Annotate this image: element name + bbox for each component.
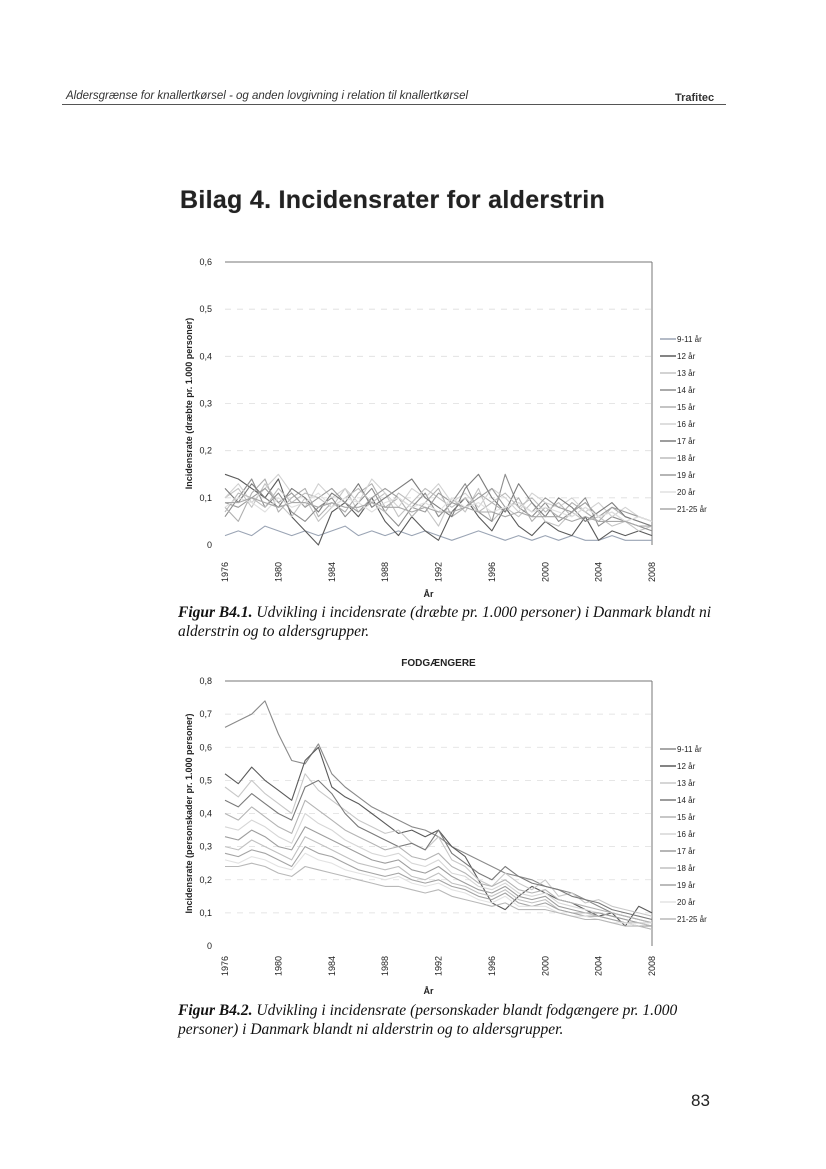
legend-entry: 21-25 år [677, 505, 707, 514]
figure-caption-b4-2: Figur B4.2. Udvikling i incidensrate (pe… [178, 1001, 738, 1039]
y-tick-label: 0,4 [199, 351, 212, 361]
series-line [224, 836, 653, 927]
legend-entry: 18 år [677, 454, 696, 463]
x-tick-label: 1988 [380, 562, 390, 582]
x-tick-label: 1992 [434, 956, 444, 976]
legend-entry: 16 år [677, 420, 696, 429]
y-axis-label: Incidensrate (personskader pr. 1.000 per… [184, 713, 194, 913]
caption-text: Udvikling i incidensrate (personskader b… [178, 1002, 678, 1038]
y-tick-label: 0,5 [199, 775, 212, 785]
x-tick-label: 1988 [380, 956, 390, 976]
series-line [224, 812, 652, 924]
legend-entry: 13 år [677, 779, 696, 788]
caption-label: Figur B4.2. [178, 1002, 253, 1019]
series-line [224, 773, 653, 917]
y-tick-label: 0,1 [199, 908, 212, 918]
series-line [224, 525, 652, 541]
x-tick-label: 2000 [540, 956, 550, 976]
page-number: 83 [691, 1091, 710, 1110]
caption-label: Figur B4.1. [178, 604, 253, 621]
y-tick-label: 0,6 [199, 742, 212, 752]
legend-entry: 12 år [677, 762, 696, 771]
series-line [224, 779, 653, 921]
y-tick-label: 0,6 [199, 257, 212, 267]
series-line [224, 846, 652, 927]
legend-entry: 15 år [677, 813, 696, 822]
x-axis-label: År [423, 589, 433, 599]
legend-entry: 19 år [677, 471, 696, 480]
y-tick-label: 0 [207, 540, 212, 550]
x-tick-label: 2008 [647, 956, 657, 976]
legend-entry: 15 år [677, 403, 696, 412]
x-tick-label: 1976 [220, 956, 230, 976]
running-header-org: Trafitec [675, 92, 715, 104]
y-axis-label: Incidensrate (dræbte pr. 1.000 personer) [184, 318, 194, 490]
y-tick-label: 0,5 [199, 304, 212, 314]
legend-entry: 16 år [677, 830, 696, 839]
y-tick-label: 0,7 [199, 709, 212, 719]
chart-title: FODGÆNGERE [401, 658, 476, 669]
legend-entry: 20 år [677, 898, 696, 907]
y-tick-label: 0,2 [199, 446, 212, 456]
legend-entry: 17 år [677, 847, 696, 856]
x-tick-label: 1984 [327, 562, 337, 582]
series-line [224, 852, 653, 930]
series-line [224, 478, 653, 527]
series-line [224, 487, 653, 522]
y-tick-label: 0,4 [199, 809, 212, 819]
series-line [225, 862, 653, 930]
legend-entry: 18 år [677, 864, 696, 873]
series-line [224, 473, 653, 527]
series-line [224, 473, 653, 546]
y-tick-label: 0,3 [199, 399, 212, 409]
series-line [225, 497, 652, 527]
x-tick-label: 2008 [647, 562, 657, 582]
x-axis-label: År [423, 986, 433, 996]
x-tick-label: 2004 [594, 562, 604, 582]
legend-entry: 14 år [677, 796, 696, 805]
y-tick-label: 0 [207, 941, 212, 951]
y-tick-label: 0,3 [199, 842, 212, 852]
series-line [224, 826, 653, 927]
running-header-title: Aldersgrænse for knallertkørsel - og and… [66, 90, 469, 102]
x-tick-label: 1980 [273, 562, 283, 582]
x-tick-label: 1996 [487, 562, 497, 582]
x-tick-label: 1984 [327, 956, 337, 976]
legend-entry: 20 år [677, 488, 696, 497]
y-tick-label: 0,8 [199, 676, 212, 686]
legend-entry: 17 år [677, 437, 696, 446]
x-tick-label: 1996 [487, 956, 497, 976]
page-title: Bilag 4. Incidensrater for alderstrin [180, 186, 606, 214]
y-tick-label: 0,2 [199, 875, 212, 885]
y-tick-label: 0,1 [199, 493, 212, 503]
legend-entry: 19 år [677, 881, 696, 890]
legend-entry: 21-25 år [677, 915, 707, 924]
legend-entry: 9-11 år [677, 745, 702, 754]
legend-entry: 9-11 år [677, 335, 702, 344]
x-tick-label: 1976 [220, 562, 230, 582]
figure-caption-b4-1: Figur B4.1. Udvikling i incidensrate (dr… [178, 603, 738, 641]
x-tick-label: 1992 [434, 562, 444, 582]
legend-entry: 14 år [677, 386, 696, 395]
caption-text: Udvikling i incidensrate (dræbte pr. 1.0… [178, 604, 712, 640]
legend-entry: 13 år [677, 369, 696, 378]
header-rule [62, 104, 726, 105]
series-line [224, 799, 653, 924]
legend-entry: 12 år [677, 352, 696, 361]
x-tick-label: 2004 [594, 956, 604, 976]
x-tick-label: 2000 [540, 562, 550, 582]
x-tick-label: 1980 [273, 956, 283, 976]
series-line [224, 473, 653, 532]
